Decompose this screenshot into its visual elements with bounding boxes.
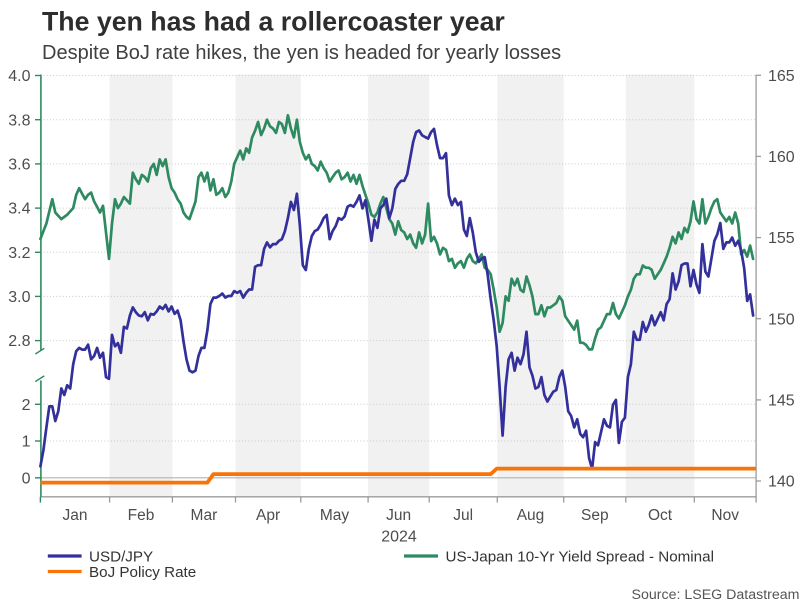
svg-text:Mar: Mar [191, 507, 218, 524]
svg-text:Apr: Apr [256, 507, 280, 524]
svg-text:3.0: 3.0 [8, 289, 30, 306]
svg-text:160: 160 [768, 149, 795, 166]
svg-text:3.4: 3.4 [8, 201, 30, 218]
svg-text:140: 140 [768, 474, 795, 491]
svg-text:Source: LSEG Datastream: Source: LSEG Datastream [632, 587, 800, 603]
svg-text:Jan: Jan [63, 507, 88, 524]
svg-text:Jul: Jul [453, 507, 473, 524]
svg-text:May: May [320, 507, 350, 524]
svg-text:4.0: 4.0 [8, 68, 30, 85]
svg-text:Aug: Aug [517, 507, 545, 524]
svg-text:165: 165 [768, 68, 795, 85]
svg-text:Sep: Sep [581, 507, 609, 524]
svg-text:US-Japan 10-Yr Yield Spread -: US-Japan 10-Yr Yield Spread - Nominal [446, 549, 714, 566]
svg-text:155: 155 [768, 230, 795, 247]
svg-text:BoJ Policy Rate: BoJ Policy Rate [89, 564, 196, 581]
svg-text:2: 2 [22, 397, 31, 414]
svg-text:Feb: Feb [128, 507, 155, 524]
svg-text:Nov: Nov [711, 507, 739, 524]
svg-text:150: 150 [768, 311, 795, 328]
svg-text:3.6: 3.6 [8, 157, 30, 174]
svg-text:145: 145 [768, 393, 795, 410]
svg-text:0: 0 [22, 470, 31, 487]
svg-text:The yen has had a rollercoaste: The yen has had a rollercoaster year [42, 6, 505, 36]
svg-text:2.8: 2.8 [8, 333, 30, 350]
svg-text:2024: 2024 [381, 529, 417, 546]
svg-text:Oct: Oct [648, 507, 673, 524]
svg-text:Jun: Jun [386, 507, 411, 524]
svg-text:3.2: 3.2 [8, 245, 30, 262]
svg-text:1: 1 [22, 434, 31, 451]
svg-text:USD/JPY: USD/JPY [89, 549, 153, 566]
svg-text:Despite BoJ rate hikes, the ye: Despite BoJ rate hikes, the yen is heade… [42, 42, 561, 64]
svg-text:3.8: 3.8 [8, 112, 30, 129]
